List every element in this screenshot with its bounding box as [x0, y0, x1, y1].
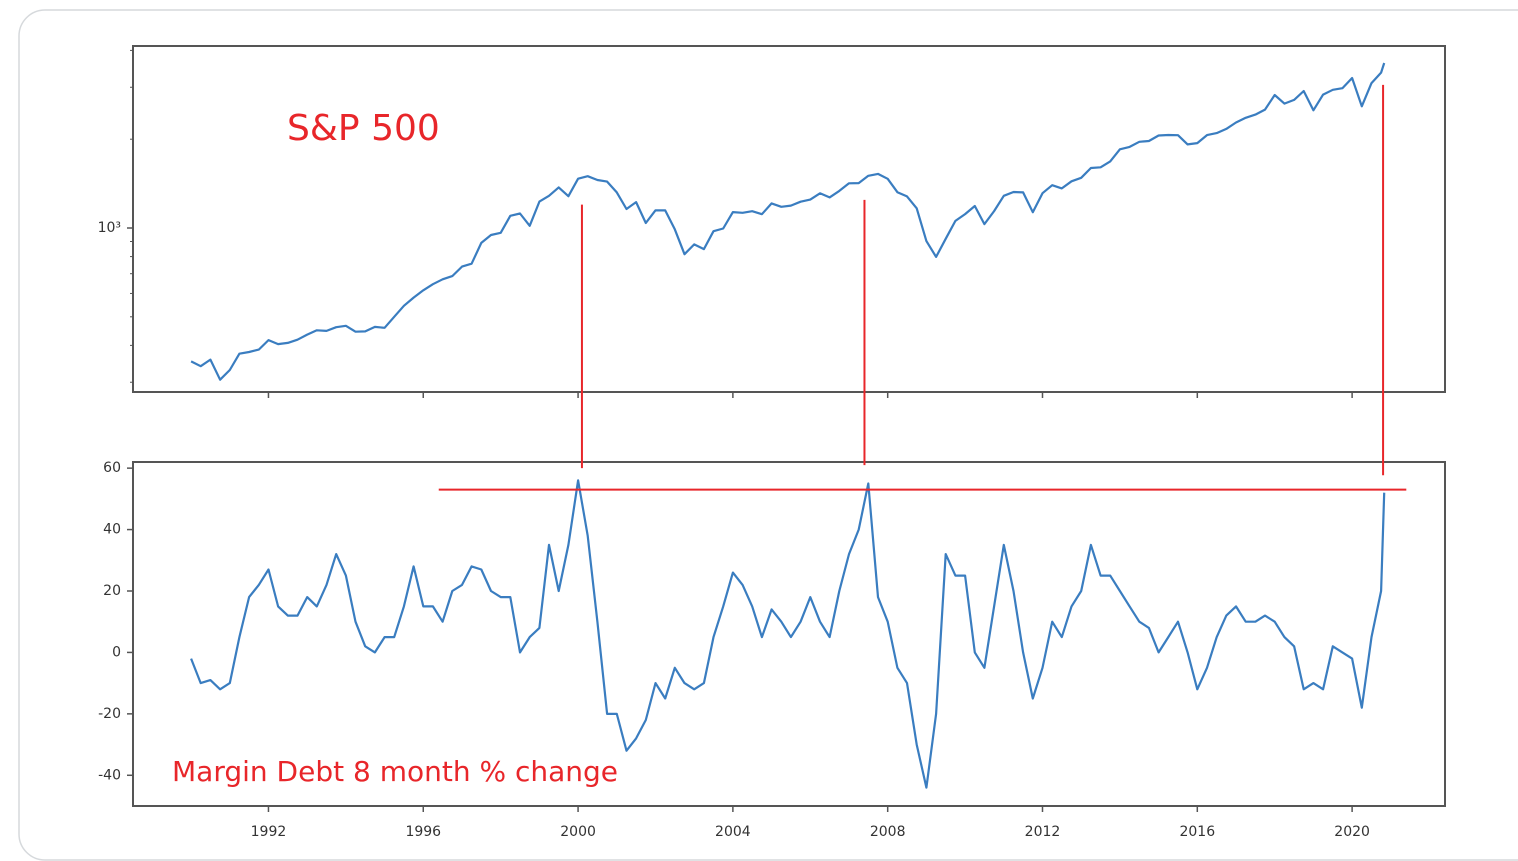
- axes-frame: [132, 461, 1446, 807]
- y-tick-label: 40: [103, 522, 121, 538]
- y-tick-label: 60: [103, 460, 121, 476]
- x-tick-label: 2004: [715, 824, 751, 840]
- annotation: Margin Debt 8 month % change: [172, 755, 618, 788]
- annotation: S&P 500: [287, 108, 440, 149]
- x-tick-label: 2000: [560, 824, 596, 840]
- y-tick-label: 0: [112, 644, 121, 660]
- y-tick-label: 20: [103, 583, 121, 599]
- x-tick-label: 2020: [1334, 824, 1370, 840]
- axes-frame: [132, 45, 1446, 393]
- x-tick-label: 2016: [1179, 824, 1215, 840]
- x-tick-label: 2012: [1025, 824, 1061, 840]
- y-tick-label: -40: [98, 767, 121, 783]
- x-tick-label: 2008: [870, 824, 906, 840]
- data-line: [190, 479, 1386, 789]
- x-tick-label: 1992: [251, 824, 287, 840]
- card: [18, 9, 1518, 861]
- y-tick-label: 10³: [98, 220, 121, 236]
- data-line: [190, 62, 1386, 381]
- y-tick-label: -20: [98, 706, 121, 722]
- x-tick-label: 1996: [405, 824, 441, 840]
